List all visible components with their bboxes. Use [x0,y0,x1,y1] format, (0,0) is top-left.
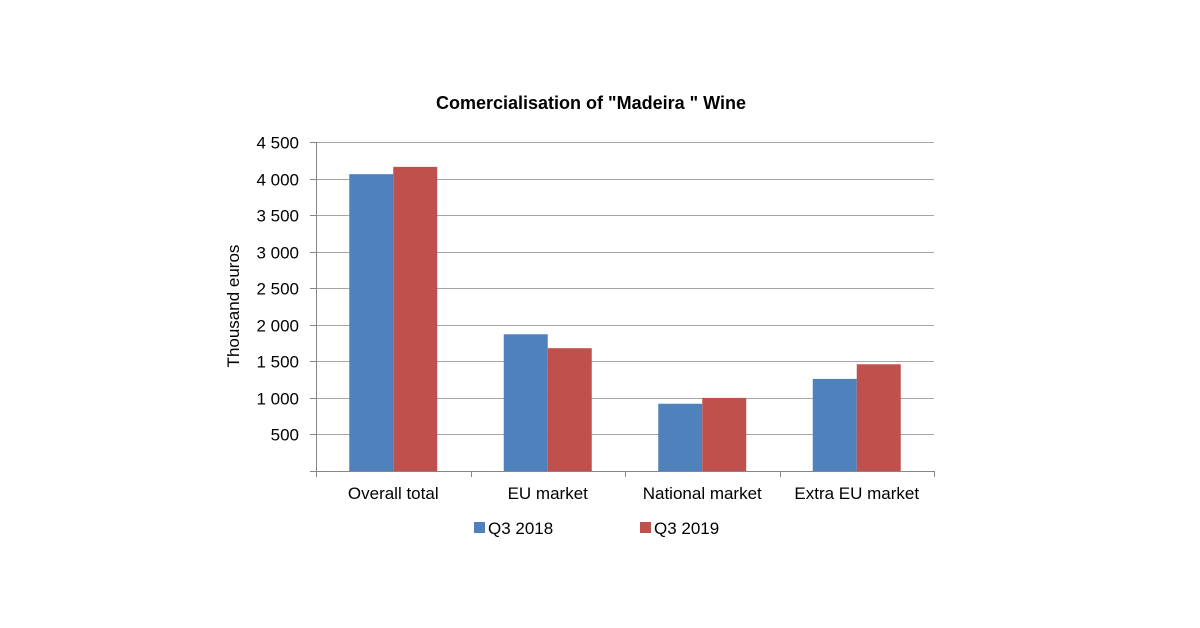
bar-q3-2018 [812,378,857,471]
y-tick-label: 4 000 [256,171,299,190]
bars [349,166,901,471]
x-category-label: Overall total [348,484,439,503]
bar-q3-2019 [393,166,438,471]
chart-title: Comercialisation of "Madeira " Wine [436,93,746,113]
y-tick-label: 1 000 [256,390,299,409]
bar-q3-2019 [702,397,747,471]
x-category-labels: Overall total EU market National market Ext… [348,484,919,503]
bar-q3-2018 [658,403,703,471]
legend-label: Q3 2019 [654,519,719,538]
axes [310,142,935,477]
bar-q3-2018 [503,334,548,471]
bar-q3-2019 [856,364,901,471]
y-tick-label: 3 000 [256,244,299,263]
legend-swatch [640,522,651,533]
legend: Q3 2018 Q3 2019 [474,519,719,538]
y-tick-label: 2 000 [256,317,299,336]
y-tick-label: 2 500 [256,280,299,299]
y-tick-label: 500 [271,426,299,445]
y-tick-labels: 500 1 000 1 500 2 000 2 500 3 000 3 500 4 000 4 … [256,134,299,445]
x-category-label: EU market [508,484,589,503]
x-category-label: National market [643,484,762,503]
x-category-label: Extra EU market [794,484,919,503]
y-tick-label: 1 500 [256,353,299,372]
bar-q3-2019 [547,348,592,471]
y-tick-label: 3 500 [256,207,299,226]
legend-swatch [474,522,485,533]
legend-label: Q3 2018 [488,519,553,538]
y-tick-label: 4 500 [256,134,299,153]
bar-q3-2018 [349,174,394,471]
y-axis-label: Thousand euros [224,245,243,368]
